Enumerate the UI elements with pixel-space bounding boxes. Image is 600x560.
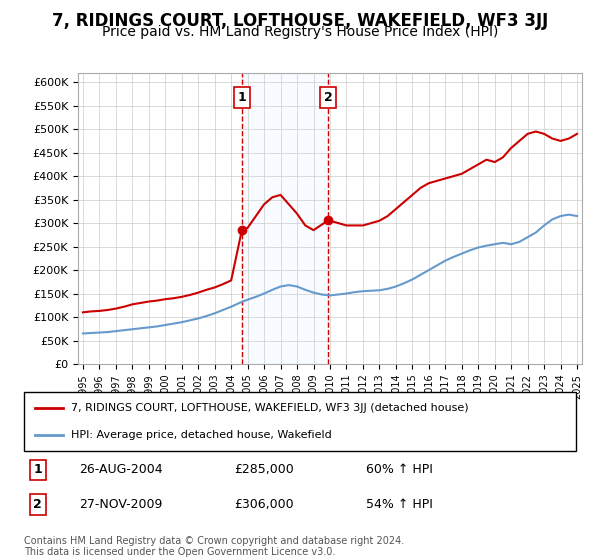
Text: 7, RIDINGS COURT, LOFTHOUSE, WAKEFIELD, WF3 3JJ (detached house): 7, RIDINGS COURT, LOFTHOUSE, WAKEFIELD, … — [71, 403, 469, 413]
Text: HPI: Average price, detached house, Wakefield: HPI: Average price, detached house, Wake… — [71, 430, 332, 440]
Text: 1: 1 — [238, 91, 246, 104]
Text: 26-AUG-2004: 26-AUG-2004 — [79, 463, 163, 477]
Text: 27-NOV-2009: 27-NOV-2009 — [79, 498, 163, 511]
Text: £285,000: £285,000 — [234, 463, 293, 477]
Text: 7, RIDINGS COURT, LOFTHOUSE, WAKEFIELD, WF3 3JJ: 7, RIDINGS COURT, LOFTHOUSE, WAKEFIELD, … — [52, 12, 548, 30]
Text: 60% ↑ HPI: 60% ↑ HPI — [366, 463, 433, 477]
Text: 1: 1 — [34, 463, 42, 477]
Text: Contains HM Land Registry data © Crown copyright and database right 2024.
This d: Contains HM Land Registry data © Crown c… — [24, 535, 404, 557]
Text: 54% ↑ HPI: 54% ↑ HPI — [366, 498, 433, 511]
Text: 2: 2 — [324, 91, 333, 104]
Bar — [242, 73, 328, 364]
Text: 2: 2 — [34, 498, 42, 511]
Text: Price paid vs. HM Land Registry's House Price Index (HPI): Price paid vs. HM Land Registry's House … — [102, 25, 498, 39]
Text: £306,000: £306,000 — [234, 498, 293, 511]
